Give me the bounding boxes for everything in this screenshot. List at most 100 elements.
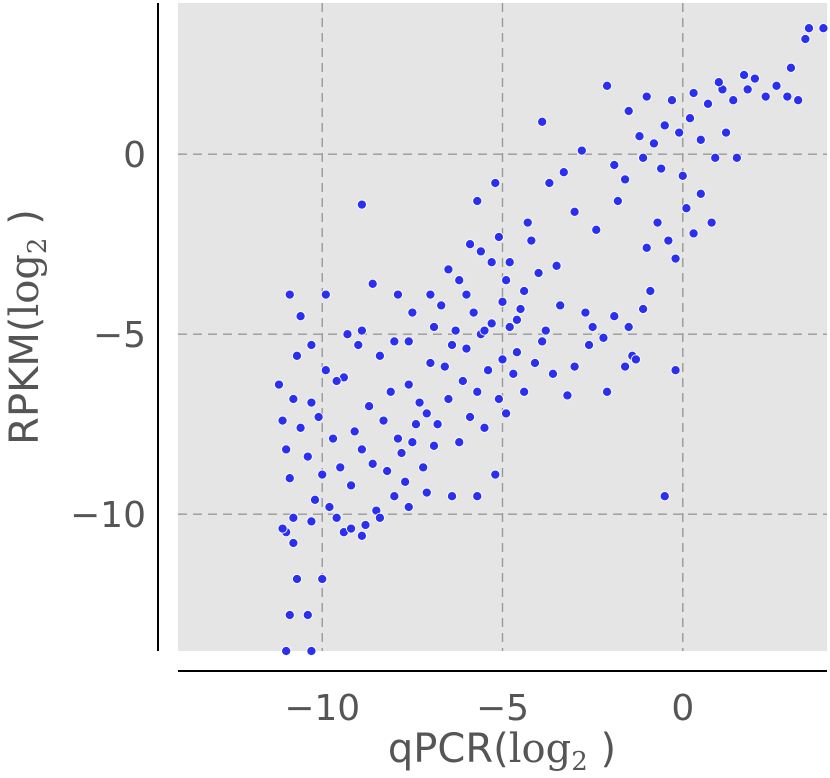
data-point — [324, 501, 335, 513]
data-point — [414, 397, 425, 408]
data-point — [454, 275, 465, 286]
data-point — [273, 379, 285, 390]
data-point — [486, 257, 497, 268]
data-point — [493, 231, 504, 243]
data-point — [446, 491, 458, 502]
data-point — [490, 177, 501, 189]
data-point — [569, 206, 580, 217]
data-point — [461, 289, 472, 300]
data-point — [284, 473, 295, 484]
data-point — [663, 235, 674, 246]
data-point — [511, 314, 522, 325]
data-point — [522, 217, 533, 228]
data-point — [638, 303, 649, 315]
data-point — [356, 199, 367, 210]
data-point — [320, 365, 331, 376]
data-point — [356, 325, 367, 336]
grid — [178, 3, 827, 651]
data-point — [540, 325, 551, 336]
data-point — [670, 253, 681, 264]
data-point — [609, 311, 620, 322]
data-point — [317, 573, 328, 585]
data-point — [710, 152, 721, 163]
x-axis-title-main: qPCR — [388, 726, 493, 772]
data-point — [306, 339, 317, 351]
data-point — [403, 336, 414, 347]
data-point — [378, 415, 389, 426]
data-point — [457, 375, 468, 387]
data-point — [288, 512, 299, 523]
data-point — [641, 242, 652, 253]
data-point — [630, 354, 641, 365]
data-point — [739, 69, 750, 81]
data-point — [342, 329, 353, 340]
data-point — [515, 303, 526, 315]
data-point — [306, 397, 317, 408]
data-point — [688, 87, 699, 99]
data-point — [504, 321, 515, 333]
data-point — [609, 159, 620, 171]
data-point — [432, 419, 443, 430]
data-point — [803, 23, 815, 34]
data-point — [623, 321, 634, 333]
data-point — [346, 523, 357, 534]
data-point — [464, 411, 476, 423]
data-point — [335, 462, 346, 473]
x-tick-label: −5 — [476, 688, 529, 729]
data-point — [749, 73, 760, 84]
data-point — [547, 368, 559, 379]
y-tick-label: 0 — [123, 135, 146, 176]
data-point — [281, 645, 292, 657]
data-point — [493, 393, 504, 405]
data-point — [537, 116, 548, 127]
data-point — [771, 80, 782, 91]
data-point — [392, 289, 403, 300]
data-points — [273, 23, 829, 657]
data-point — [306, 516, 317, 527]
data-point — [731, 152, 742, 163]
x-ticks: −10 −5 0 — [284, 688, 694, 729]
data-point — [519, 386, 530, 397]
data-point — [800, 33, 811, 45]
data-point — [461, 343, 472, 354]
data-point — [327, 433, 339, 444]
data-point — [612, 195, 623, 207]
data-point — [598, 332, 609, 343]
data-point — [454, 437, 465, 448]
data-point — [479, 422, 490, 433]
data-point — [634, 131, 645, 142]
data-point — [544, 177, 555, 189]
data-point — [302, 609, 313, 621]
data-point — [511, 347, 522, 358]
data-point — [666, 95, 678, 106]
data-point — [295, 422, 306, 433]
data-point — [277, 523, 288, 534]
data-point — [277, 415, 288, 426]
data-point — [677, 170, 688, 181]
data-point — [620, 174, 631, 185]
data-point — [483, 365, 494, 376]
data-point — [519, 285, 530, 297]
data-point — [551, 260, 562, 271]
data-point — [702, 98, 714, 109]
y-tick-label: −10 — [70, 495, 146, 536]
data-point — [392, 433, 403, 444]
data-point — [720, 127, 732, 138]
data-point — [652, 217, 663, 228]
data-point — [356, 444, 367, 455]
data-point — [439, 361, 450, 372]
data-point — [508, 368, 519, 379]
data-point — [407, 307, 418, 318]
data-point — [497, 296, 508, 307]
y-axis-title-math: log — [2, 254, 48, 316]
data-point — [695, 188, 706, 199]
data-point — [288, 537, 299, 549]
data-point — [684, 113, 696, 124]
data-point — [472, 491, 483, 502]
data-point — [389, 336, 400, 347]
data-point — [356, 530, 367, 541]
data-point — [475, 246, 486, 257]
y-axis-title: RPKM(log2 ) — [2, 209, 53, 445]
data-point — [421, 487, 432, 498]
data-point — [537, 336, 548, 347]
